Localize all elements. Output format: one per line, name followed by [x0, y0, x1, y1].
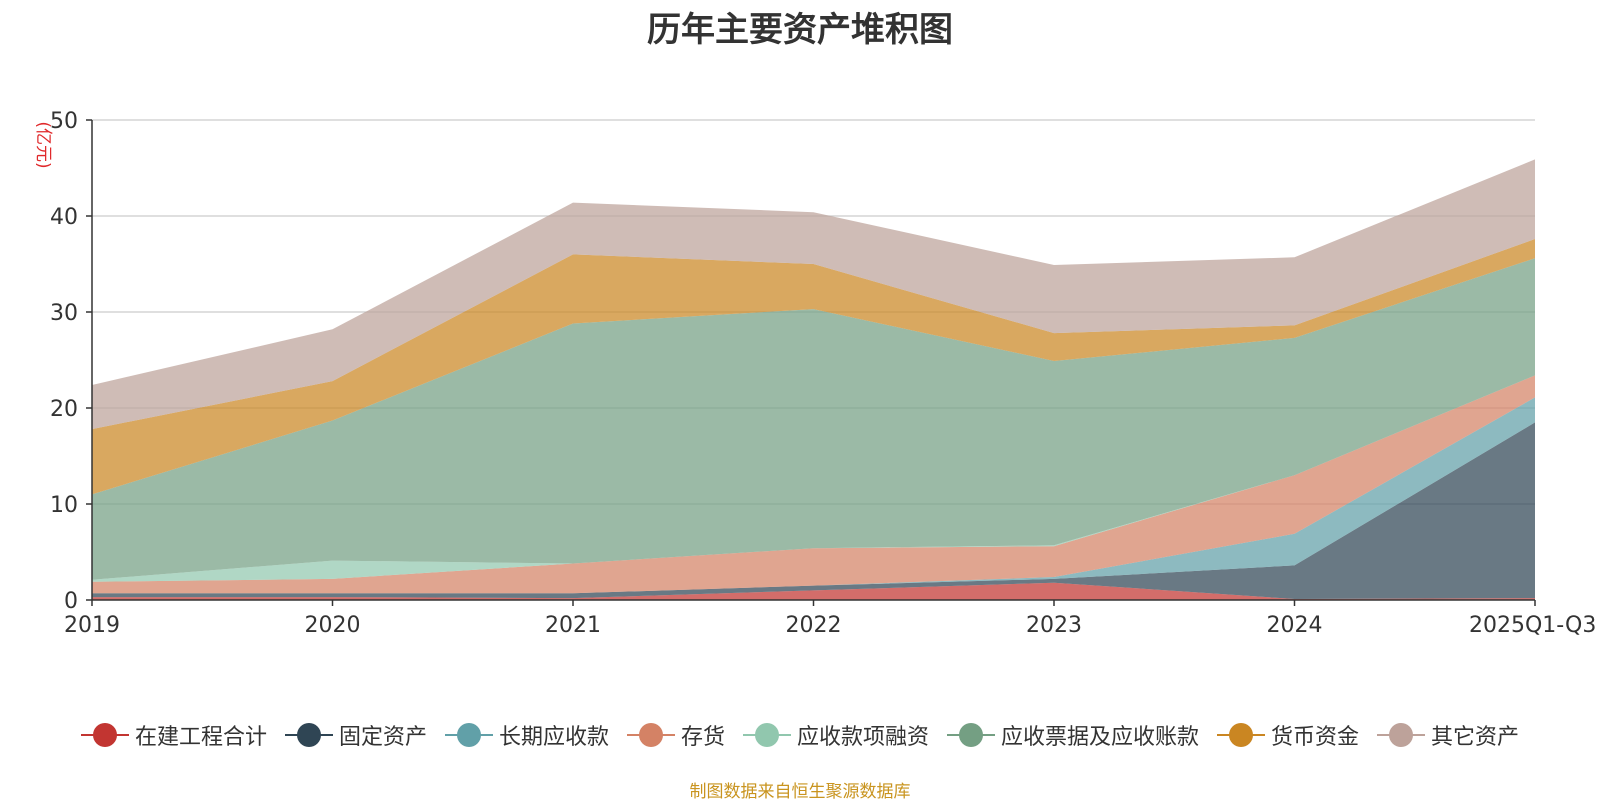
- legend-item-1[interactable]: 固定资产: [284, 719, 427, 751]
- legend-swatch-icon: [626, 723, 675, 747]
- y-tick-label-40: 40: [50, 205, 78, 230]
- legend-label: 在建工程合计: [134, 725, 267, 750]
- legend-label: 存货: [680, 725, 725, 750]
- x-tick-label-3: 2022: [786, 613, 842, 638]
- legend-swatch-icon: [743, 723, 791, 747]
- legend-item-2[interactable]: 长期应收款: [444, 719, 609, 751]
- x-tick-label-1: 2020: [305, 613, 361, 638]
- legend-label: 长期应收款: [498, 725, 609, 750]
- legend-item-4[interactable]: 应收款项融资: [743, 719, 929, 751]
- x-tick-label-5: 2024: [1267, 613, 1323, 638]
- y-tick-label-30: 30: [50, 301, 78, 326]
- legend-label: 其它资产: [1431, 725, 1520, 750]
- legend-swatch-icon: [1217, 723, 1266, 747]
- y-tick-label-20: 20: [50, 397, 78, 422]
- source-note: 制图数据来自恒生聚源数据库: [689, 782, 911, 802]
- y-axis-unit-label: (亿元): [33, 121, 53, 168]
- x-tick-label-4: 2023: [1026, 613, 1082, 638]
- legend-label: 应收款项融资: [797, 725, 930, 750]
- legend-swatch-icon: [284, 723, 333, 747]
- x-tick-label-0: 2019: [64, 613, 120, 638]
- legend-swatch-icon: [947, 723, 996, 747]
- legend-swatch-icon: [1377, 723, 1426, 747]
- area-series-5: [92, 258, 1535, 580]
- legend-item-7[interactable]: 其它资产: [1377, 719, 1519, 751]
- legend-item-3[interactable]: 存货: [626, 719, 725, 751]
- legend-item-0[interactable]: 在建工程合计: [80, 719, 267, 751]
- legend-item-5[interactable]: 应收票据及应收账款: [947, 719, 1199, 751]
- legend-label: 固定资产: [338, 725, 427, 750]
- x-tick-label-6: 2025Q1-Q3: [1469, 613, 1596, 638]
- area-series-1: [92, 422, 1535, 599]
- area-series-0: [92, 582, 1535, 600]
- legend-swatch-icon: [444, 723, 493, 747]
- y-tick-label-10: 10: [50, 493, 78, 518]
- area-series-3: [92, 375, 1535, 594]
- chart-legend: 在建工程合计 固定资产 长期应收款 存货 应收款项融资 应收票据及应收账款 货币资金 其它资产: [0, 718, 1600, 752]
- x-tick-label-2: 2021: [545, 613, 601, 638]
- legend-label: 应收票据及应收账款: [1001, 725, 1200, 750]
- chart-title: 历年主要资产堆积图: [647, 10, 953, 50]
- y-tick-label-0: 0: [64, 589, 78, 614]
- y-tick-label-50: 50: [50, 109, 78, 134]
- legend-label: 货币资金: [1271, 725, 1360, 750]
- area-series-6: [92, 239, 1535, 495]
- legend-swatch-icon: [80, 723, 129, 747]
- legend-item-6[interactable]: 货币资金: [1217, 719, 1359, 751]
- area-series-7: [92, 159, 1535, 430]
